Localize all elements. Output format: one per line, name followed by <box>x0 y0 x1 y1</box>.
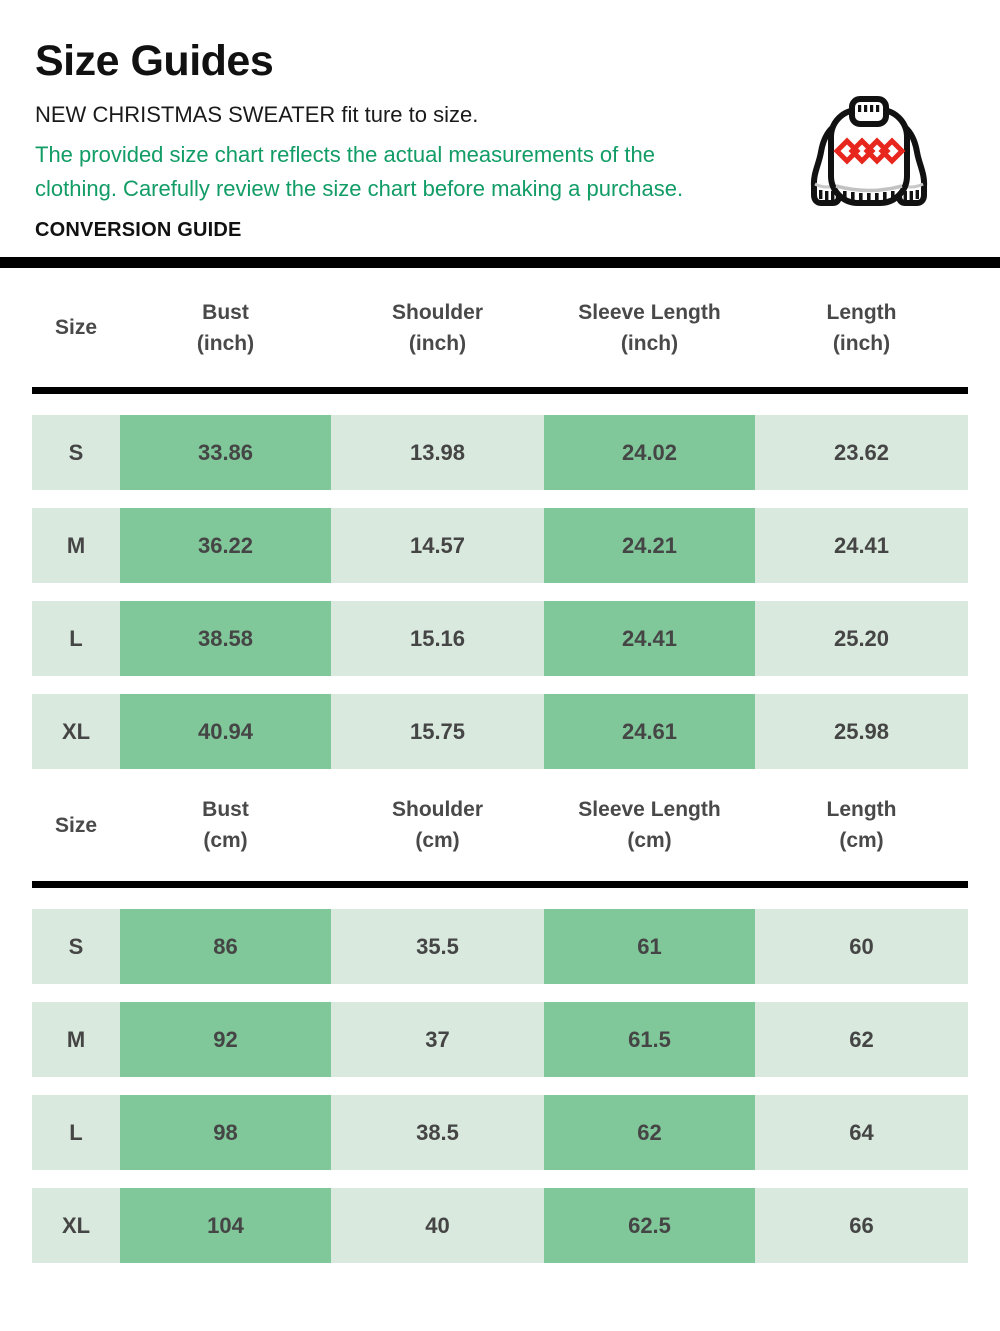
cell-shoulder: 15.16 <box>409 625 466 651</box>
christmas-sweater-icon <box>803 96 935 206</box>
cell-shoulder: 13.98 <box>409 439 466 465</box>
cell-bust: 38.58 <box>120 601 331 677</box>
page-title: Size Guides <box>35 37 274 85</box>
table-row-xl: XL 104 40 62.5 66 <box>32 1188 968 1264</box>
table-row-s: S 86 35.5 61 60 <box>32 909 968 985</box>
header-bust-inch: Bust (inch) <box>196 300 255 355</box>
table-header-row: Size Bust (cm) Shoulder (cm) Sleeve Leng… <box>32 769 968 881</box>
cell-sleeve: 24.02 <box>544 415 755 491</box>
cell-length: 25.20 <box>833 625 890 651</box>
cell-sleeve: 62 <box>544 1095 755 1171</box>
size-table-cm: Size Bust (cm) Shoulder (cm) Sleeve Leng… <box>32 769 968 1264</box>
cell-sleeve: 61 <box>544 909 755 985</box>
cell-length: 25.98 <box>833 718 890 744</box>
header-length-inch: Length (inch) <box>826 300 897 355</box>
header-shoulder-cm: Shoulder (cm) <box>391 798 483 853</box>
cell-length: 24.41 <box>833 532 890 558</box>
cell-length: 66 <box>849 1212 874 1238</box>
cell-bust: 36.22 <box>120 508 331 584</box>
cell-sleeve: 62.5 <box>544 1188 755 1264</box>
size-chart-description: The provided size chart reflects the act… <box>35 142 684 202</box>
table-row-m: M 36.22 14.57 24.21 24.41 <box>32 508 968 584</box>
header-section: Size Guides NEW CHRISTMAS SWEATER fit tu… <box>0 0 1000 242</box>
collar-ribbing <box>858 105 880 112</box>
cell-shoulder: 15.75 <box>409 718 466 744</box>
cell-shoulder: 14.57 <box>409 532 466 558</box>
cell-sleeve: 24.21 <box>544 508 755 584</box>
diamond-pattern <box>833 137 906 165</box>
cell-sleeve: 24.61 <box>544 694 755 770</box>
table-row-xl: XL 40.94 15.75 24.61 25.98 <box>32 694 968 770</box>
cell-shoulder: 38.5 <box>416 1119 459 1145</box>
cell-size: XL <box>61 718 91 744</box>
cell-length: 62 <box>849 1026 874 1052</box>
cell-shoulder: 37 <box>425 1026 450 1052</box>
cell-length: 60 <box>849 933 874 959</box>
cell-size: S <box>68 439 84 465</box>
cell-size: L <box>69 625 83 651</box>
cell-sleeve: 24.41 <box>544 601 755 677</box>
cell-bust: 92 <box>120 1002 331 1078</box>
header-sleeve-cm: Sleeve Length (cm) <box>578 798 721 853</box>
cell-size: M <box>66 1026 86 1052</box>
conversion-guide-label: CONVERSION GUIDE <box>35 219 242 242</box>
cell-shoulder: 40 <box>425 1212 450 1238</box>
header-size: Size <box>54 316 98 340</box>
header-bust-cm: Bust (cm) <box>202 798 249 853</box>
table-row-l: L 38.58 15.16 24.41 25.20 <box>32 601 968 677</box>
cell-sleeve: 61.5 <box>544 1002 755 1078</box>
table-row-s: S 33.86 13.98 24.02 23.62 <box>32 415 968 491</box>
hem-ribbing <box>843 191 895 202</box>
cell-bust: 98 <box>120 1095 331 1171</box>
table-row-l: L 98 38.5 62 64 <box>32 1095 968 1171</box>
table-body: S 86 35.5 61 60 M 92 37 61.5 62 L 98 38.… <box>32 909 968 1264</box>
cell-length: 23.62 <box>833 439 890 465</box>
cell-size: M <box>66 532 86 558</box>
header-underline <box>32 881 968 889</box>
header-length-cm: Length (cm) <box>826 798 897 853</box>
top-divider-bar <box>0 257 1000 269</box>
cell-bust: 86 <box>120 909 331 985</box>
header-underline <box>32 387 968 395</box>
cell-size: XL <box>61 1212 91 1238</box>
header-sleeve-inch: Sleeve Length (inch) <box>578 300 721 355</box>
table-body: S 33.86 13.98 24.02 23.62 M 36.22 14.57 … <box>32 415 968 770</box>
fit-subtitle: NEW CHRISTMAS SWEATER fit ture to size. <box>35 102 479 128</box>
cell-bust: 104 <box>120 1188 331 1264</box>
size-table-inch: Size Bust (inch) Shoulder (inch) Sleeve … <box>32 268 968 770</box>
cell-size: L <box>69 1119 83 1145</box>
table-row-m: M 92 37 61.5 62 <box>32 1002 968 1078</box>
header-size: Size <box>54 813 98 837</box>
cell-shoulder: 35.5 <box>416 933 459 959</box>
cell-size: S <box>68 933 84 959</box>
cell-bust: 40.94 <box>120 694 331 770</box>
table-header-row: Size Bust (inch) Shoulder (inch) Sleeve … <box>32 268 968 387</box>
header-shoulder-inch: Shoulder (inch) <box>391 300 483 355</box>
cell-length: 64 <box>849 1119 874 1145</box>
cell-bust: 33.86 <box>120 415 331 491</box>
